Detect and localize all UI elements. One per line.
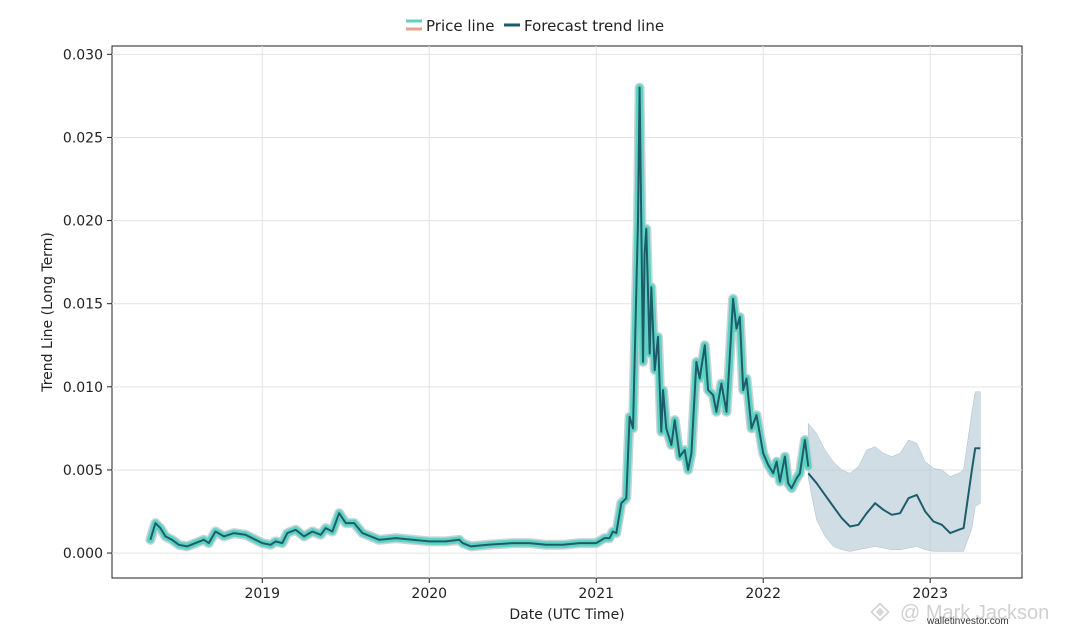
x-tick-label: 2021 <box>578 586 614 602</box>
x-tick-label: 2019 <box>244 586 280 602</box>
y-tick-label: 0.030 <box>63 47 103 63</box>
forecast-confidence-band <box>808 391 981 552</box>
x-axis: 2019 2020 2021 2022 2023 <box>244 578 948 602</box>
y-tick-label: 0.005 <box>63 463 103 479</box>
y-tick-label: 0.015 <box>63 297 103 313</box>
watermark: @ Mark Jackson walletinvestor.com <box>870 602 1049 627</box>
legend-item-forecast-trend-line[interactable]: Forecast trend line <box>504 17 664 35</box>
x-tick-label: 2020 <box>411 586 447 602</box>
x-axis-title: Date (UTC Time) <box>509 607 624 623</box>
y-axis-title: Trend Line (Long Term) <box>40 232 56 393</box>
forecast-trend-line <box>807 447 981 535</box>
y-tick-label: 0.010 <box>63 380 103 396</box>
series-layer <box>145 82 981 552</box>
grid <box>112 46 1022 578</box>
watermark-logo-icon <box>870 602 890 622</box>
watermark-site: walletinvestor.com <box>926 616 1009 627</box>
x-tick-label: 2022 <box>745 586 781 602</box>
legend-item-price-line[interactable]: Price line <box>406 17 494 35</box>
watermark-author: @ Mark Jackson <box>900 602 1049 624</box>
legend-label-forecast: Forecast trend line <box>524 17 664 35</box>
price-trend-overlay <box>149 86 810 548</box>
legend-label-price-line: Price line <box>426 17 494 35</box>
y-tick-label: 0.020 <box>63 214 103 230</box>
x-tick-label: 2023 <box>912 586 948 602</box>
legend: Price line Forecast trend line <box>406 17 664 35</box>
y-axis: 0.000 0.005 0.010 0.015 0.020 0.025 0.030 <box>63 47 112 562</box>
y-tick-label: 0.025 <box>63 130 103 146</box>
forecast-band-layer <box>808 391 981 552</box>
y-tick-label: 0.000 <box>63 546 103 562</box>
